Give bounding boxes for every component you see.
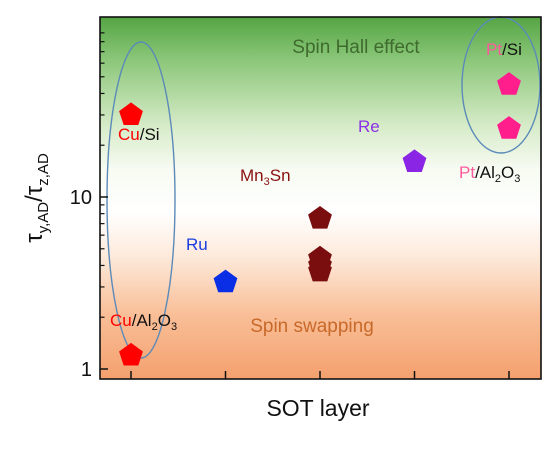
- marker-re-1: [402, 149, 427, 172]
- marker-mn3sn-1: [308, 206, 332, 229]
- y-tick-label: 10: [70, 187, 92, 209]
- x-axis-title: SOT layer: [266, 395, 369, 421]
- region-label-spin-hall: Spin Hall effect: [292, 37, 420, 58]
- y-ticks: 1 10: [70, 32, 108, 381]
- marker-cu-2: [119, 342, 143, 366]
- label-cu-al2o3: Cu/Al2O3: [110, 311, 177, 333]
- label-re: Re: [358, 117, 380, 136]
- y-tick-label: 1: [81, 359, 92, 381]
- label-cu-si: Cu/Si: [118, 125, 160, 144]
- data-markers: [119, 72, 521, 366]
- x-ticks: [130, 371, 510, 379]
- label-mn3sn: Mn3Sn: [240, 166, 291, 188]
- label-pt-al2o3: Pt/Al2O3: [459, 163, 520, 185]
- label-pt-si: Pt/Si: [486, 40, 522, 59]
- marker-pt-2: [497, 116, 521, 139]
- marker-ru-1: [213, 269, 238, 293]
- y-axis-title: τy,AD/τz,AD: [21, 153, 52, 243]
- marker-mn3sn-4: [308, 258, 332, 282]
- region-label-spin-swapping: Spin swapping: [250, 316, 374, 337]
- plot-background: [100, 17, 541, 379]
- label-ru: Ru: [186, 235, 208, 254]
- marker-cu-1: [119, 102, 143, 125]
- ellipse-cu-group: [106, 41, 176, 359]
- marker-pt-1: [497, 72, 521, 95]
